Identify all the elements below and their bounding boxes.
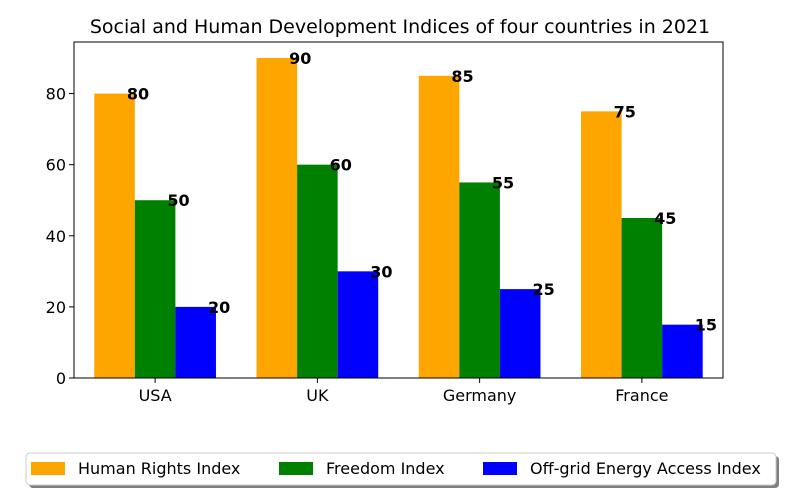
data-label: 80 (127, 85, 149, 104)
legend-swatch (31, 462, 65, 475)
data-label: 20 (208, 298, 230, 317)
bar-uk-off-grid-energy-access-index (337, 271, 379, 378)
bars-group (94, 58, 703, 379)
bar-usa-human-rights-index (94, 93, 135, 379)
legend-label: Off-grid Energy Access Index (530, 459, 761, 478)
data-label: 60 (330, 156, 352, 175)
y-tick-label: 20 (46, 298, 66, 317)
legend-label: Freedom Index (326, 459, 445, 478)
data-label: 85 (451, 67, 473, 86)
bar-france-freedom-index (621, 218, 663, 378)
legend-box (25, 452, 777, 486)
bar-usa-off-grid-energy-access-index (175, 306, 216, 378)
data-label: 55 (492, 173, 514, 192)
bar-france-human-rights-index (581, 111, 622, 378)
bar-uk-human-rights-index (256, 58, 298, 378)
legend-swatch (279, 462, 313, 475)
y-tick-label: 0 (56, 369, 66, 388)
data-label: 30 (370, 262, 392, 281)
data-label: 90 (289, 49, 311, 68)
data-label: 25 (532, 280, 554, 299)
data-labels-group: 80 50 20 90 60 30 85 55 25 75 45 15 (127, 49, 717, 335)
bar-usa-freedom-index (134, 200, 176, 378)
y-axis: 0 20 40 60 80 (46, 85, 74, 388)
legend-label: Human Rights Index (78, 459, 240, 478)
bar-germany-freedom-index (459, 182, 500, 378)
plot-frame (73, 41, 724, 379)
data-label: 15 (695, 316, 717, 335)
legend-swatch (483, 462, 517, 475)
y-tick-label: 80 (46, 85, 66, 104)
bar-france-off-grid-energy-access-index (662, 324, 703, 378)
y-tick-label: 60 (46, 156, 66, 175)
x-tick-label: USA (139, 386, 172, 405)
chart-title: Social and Human Development Indices of … (90, 16, 710, 38)
data-label: 45 (654, 209, 676, 228)
x-tick-label: France (615, 386, 668, 405)
x-tick-label: UK (306, 386, 329, 405)
x-tick-label: Germany (443, 386, 517, 405)
data-label: 75 (614, 102, 636, 121)
bar-germany-off-grid-energy-access-index (499, 289, 541, 378)
bar-germany-human-rights-index (418, 75, 460, 379)
bar-uk-freedom-index (297, 164, 338, 378)
y-tick-label: 40 (46, 227, 66, 246)
data-label: 50 (167, 191, 189, 210)
legend: Human Rights Index Freedom Index Off-grid … (25, 452, 779, 488)
x-axis: USA UK Germany France (139, 378, 668, 405)
